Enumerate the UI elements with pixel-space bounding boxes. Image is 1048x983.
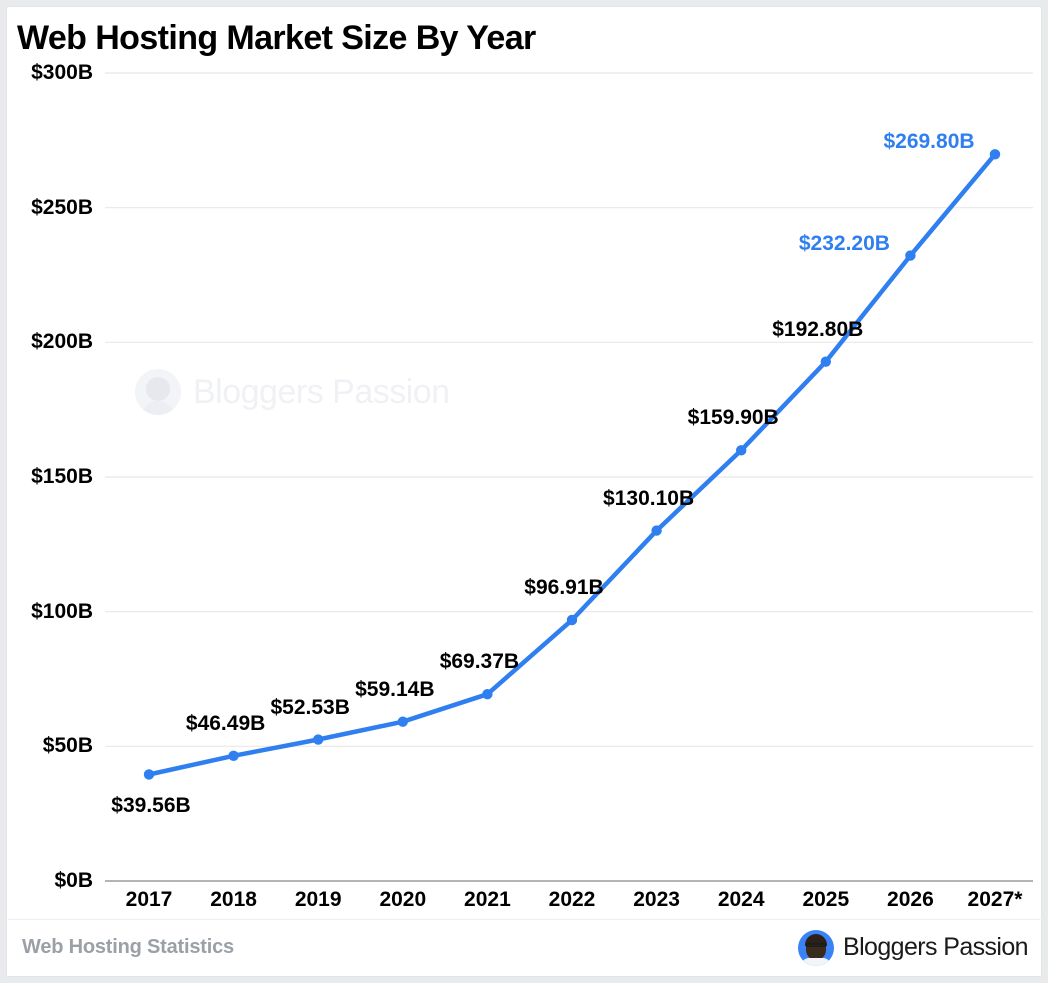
data-point-label: $192.80B	[772, 317, 864, 341]
data-point[interactable]	[313, 734, 324, 745]
data-point[interactable]	[989, 149, 1001, 160]
series-points	[143, 149, 1001, 780]
page-title: Web Hosting Market Size By Year	[17, 19, 536, 57]
data-point-label: $269.80B	[883, 130, 975, 154]
data-point[interactable]	[228, 750, 239, 761]
x-tick-label: 2017	[125, 888, 173, 911]
y-tick-label: $100B	[31, 599, 93, 623]
data-point-label: $52.53B	[270, 695, 350, 719]
x-tick-label: 2027*	[967, 888, 1023, 911]
data-point[interactable]	[651, 525, 662, 536]
y-tick-label: $300B	[31, 61, 93, 84]
gridlines	[105, 72, 1033, 882]
y-tick-label: $250B	[31, 195, 93, 219]
footer-caption: Web Hosting Statistics	[22, 936, 234, 958]
x-tick-label: 2023	[633, 888, 680, 911]
y-tick-label: $200B	[31, 330, 93, 354]
data-point[interactable]	[905, 250, 916, 261]
data-point[interactable]	[566, 614, 578, 626]
data-point-label: $232.20B	[798, 231, 890, 255]
y-tick-label: $50B	[42, 734, 93, 758]
data-point-label: $59.14B	[355, 677, 435, 701]
data-point[interactable]	[482, 688, 493, 700]
y-tick-label: $150B	[31, 465, 93, 488]
data-point-label: $39.56B	[111, 794, 191, 818]
avatar-icon	[798, 929, 835, 966]
data-point[interactable]	[820, 356, 831, 367]
data-point[interactable]	[143, 769, 155, 780]
y-axis: $0B $50B $100B $150B $200B $250B $300B	[7, 7, 93, 978]
y-tick-label: $0B	[54, 869, 93, 892]
x-tick-label: 2019	[294, 888, 342, 911]
chart-card: Web Hosting Market Size By Year Bloggers…	[6, 6, 1042, 977]
data-point-label: $130.10B	[603, 486, 695, 510]
data-point-label: $69.37B	[439, 650, 520, 674]
data-point[interactable]	[397, 716, 408, 727]
x-tick-label: 2020	[379, 888, 427, 911]
x-tick-label: 2026	[887, 888, 934, 911]
brand-name: Bloggers Passion	[843, 933, 1029, 961]
brand-logo[interactable]: Bloggers Passion	[798, 929, 1029, 966]
data-point-label: $46.49B	[185, 711, 266, 735]
data-point[interactable]	[736, 445, 747, 456]
x-tick-label: 2024	[717, 888, 765, 911]
footer: Web Hosting Statistics Bloggers Passion	[8, 919, 1042, 975]
data-point-label: $96.91B	[524, 575, 604, 599]
x-tick-label: 2018	[210, 888, 257, 911]
x-tick-label: 2021	[464, 888, 511, 911]
data-point-label: $159.90B	[687, 406, 779, 430]
chart-svg	[105, 72, 1033, 882]
plot-area	[7, 7, 1043, 978]
x-tick-label: 2022	[548, 888, 596, 911]
x-tick-label: 2025	[802, 888, 850, 911]
